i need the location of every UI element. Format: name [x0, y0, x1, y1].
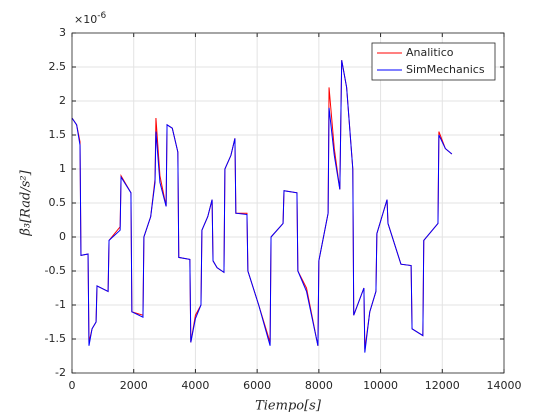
x-tick-label: 12000 [425, 379, 460, 392]
x-axis-label: Tiempo[s] [255, 399, 322, 414]
x-tick-label: 4000 [181, 379, 209, 392]
x-tick-label: 10000 [363, 379, 398, 392]
y-tick-label: -0.5 [45, 264, 66, 277]
y-tick-label: 2 [59, 94, 66, 107]
y-tick-label: -1 [55, 298, 66, 311]
x-tick-label: 0 [69, 379, 76, 392]
y-tick-label: 1 [59, 162, 66, 175]
exponent-power: -6 [97, 11, 106, 21]
y-tick-label: 2.5 [49, 60, 67, 73]
y-tick-label: -2 [55, 366, 66, 379]
x-tick-label: 8000 [305, 379, 333, 392]
data-line [71, 60, 453, 353]
legend-label: Analitico [406, 46, 454, 59]
y-tick-label: 3 [59, 26, 66, 39]
legend-box [371, 42, 496, 81]
x-tick-label: 14000 [487, 379, 522, 392]
legend-label: SimMechanics [406, 63, 485, 76]
y-axis-label: β̈₃[Rad/s²] [19, 169, 34, 236]
y-tick-label: -1.5 [45, 332, 66, 345]
x-tick-label: 2000 [120, 379, 148, 392]
y-tick-label: 0 [59, 230, 66, 243]
y-tick-label: 1.5 [49, 128, 67, 141]
y-tick-label: 0.5 [49, 196, 67, 209]
x-tick-label: 6000 [243, 379, 271, 392]
axes-box [71, 32, 505, 374]
y-exponent: ×10-6 [74, 11, 106, 27]
exponent-base: ×10 [74, 13, 97, 26]
